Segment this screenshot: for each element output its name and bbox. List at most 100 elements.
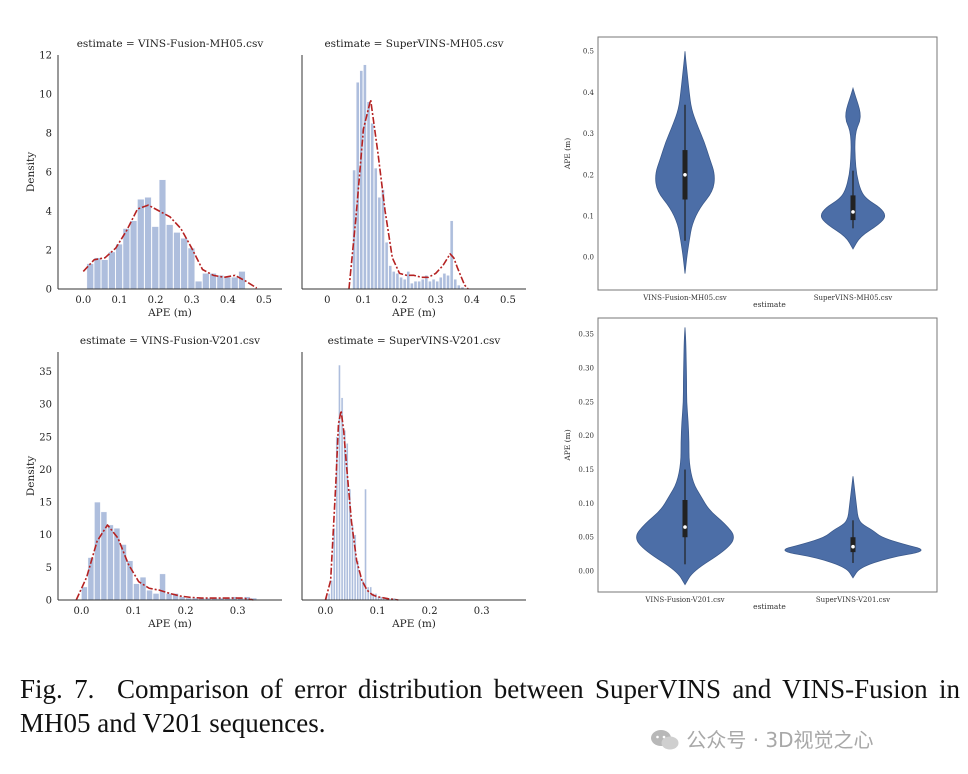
histogram-bar xyxy=(166,224,174,290)
y-tick-label: 12 xyxy=(39,51,52,62)
x-tick-label: 0.3 xyxy=(428,295,444,306)
y-tick-label: 0.30 xyxy=(578,365,594,373)
histogram-bar xyxy=(384,241,389,290)
x-axis-label: APE (m) xyxy=(391,618,436,630)
histogram-bar xyxy=(187,247,195,290)
histogram-bar xyxy=(359,70,364,290)
violin-body xyxy=(636,327,734,586)
histogram-bar xyxy=(442,273,447,290)
x-tick-label: 0.2 xyxy=(422,606,438,617)
kde-curve xyxy=(75,524,254,601)
y-tick-label: 0 xyxy=(46,285,52,296)
histogram-panel-h4: estimate = SuperVINS-V201.csv 0.0 0.1 0.2 0.… xyxy=(301,335,526,630)
y-tick-label: 25 xyxy=(39,432,52,443)
y-tick-label: 35 xyxy=(39,367,52,378)
histogram-bar xyxy=(388,265,392,290)
x-tick-label: 0.2 xyxy=(178,606,194,617)
histogram-bar xyxy=(238,271,246,290)
histogram-bar xyxy=(435,281,439,290)
x-axis-label: APE (m) xyxy=(391,307,436,319)
histogram-bar xyxy=(81,586,88,601)
histogram-bar xyxy=(113,528,121,601)
histogram-bar xyxy=(399,277,403,290)
x-tick-label: 0.3 xyxy=(184,295,200,306)
histogram-bar xyxy=(421,279,425,290)
x-tick-label: 0.1 xyxy=(355,295,371,306)
x-tick-label: 0.1 xyxy=(126,606,142,617)
histogram-bar xyxy=(107,524,114,601)
histogram-bar xyxy=(202,273,210,290)
x-axis-label: estimate xyxy=(753,602,786,611)
x-axis-label: APE (m) xyxy=(147,307,192,319)
y-tick-label: 0.35 xyxy=(578,331,594,339)
x-category-label: VINS-Fusion-MH05.csv xyxy=(642,294,727,302)
x-tick-label: 0.3 xyxy=(474,606,490,617)
histogram-panel-h2: estimate = SuperVINS-MH05.csv 0 0.1 0.2 0.3 0… xyxy=(301,38,526,319)
violin-box xyxy=(850,537,856,553)
wechat-icon xyxy=(651,730,679,750)
histogram-bar xyxy=(130,220,138,290)
histogram-bar xyxy=(100,511,108,601)
histogram-bar xyxy=(453,279,457,290)
x-tick-label: 0.2 xyxy=(148,295,164,306)
violin-median xyxy=(683,525,687,529)
histogram-bar xyxy=(439,277,443,290)
watermark: 公众号 · 3D视觉之心 xyxy=(650,724,874,753)
histogram-bar xyxy=(126,560,134,601)
y-tick-label: 2 xyxy=(46,246,52,257)
y-axis-label: Density xyxy=(25,152,37,192)
x-axis-label: estimate xyxy=(753,300,786,309)
x-tick-label: 0.3 xyxy=(230,606,246,617)
y-tick-label: 0.3 xyxy=(583,130,594,138)
violin-frame xyxy=(597,36,938,291)
histogram-bar xyxy=(146,590,153,601)
y-tick-label: 0.20 xyxy=(578,432,594,440)
y-axis-label: Density xyxy=(25,456,37,496)
y-tick-label: 10 xyxy=(39,530,52,541)
histogram-bar xyxy=(428,281,432,290)
x-tick-label: 0.5 xyxy=(500,295,516,306)
violin-median xyxy=(851,544,855,549)
histogram-bar xyxy=(93,257,101,290)
kde-curve xyxy=(324,409,399,601)
panel-title: estimate = SuperVINS-V201.csv xyxy=(328,335,501,347)
histogram-bar xyxy=(355,82,360,290)
histogram-bar xyxy=(348,488,352,601)
y-tick-label: 0.5 xyxy=(583,48,594,56)
histogram-bar xyxy=(364,488,367,601)
y-tick-label: 20 xyxy=(39,465,52,476)
kde-curve xyxy=(348,99,469,290)
histogram-bar xyxy=(195,281,203,290)
histogram-bar xyxy=(457,284,461,290)
y-tick-label: 0.2 xyxy=(583,171,594,179)
violin-body xyxy=(820,86,886,250)
histogram-bar xyxy=(366,101,371,290)
y-tick-label: 6 xyxy=(46,168,52,179)
y-tick-label: 0.25 xyxy=(578,398,594,406)
histogram-bar xyxy=(402,279,407,290)
x-tick-label: 0.1 xyxy=(370,606,386,617)
y-tick-label: 0.4 xyxy=(583,89,595,97)
histogram-bar xyxy=(363,64,367,290)
panel-title: estimate = VINS-Fusion-V201.csv xyxy=(80,335,260,347)
y-tick-label: 30 xyxy=(39,400,52,411)
histogram-bar xyxy=(327,593,331,601)
y-tick-label: 0 xyxy=(46,596,52,607)
histogram-bar xyxy=(151,226,159,290)
histogram-bar xyxy=(87,557,95,601)
histogram-bar xyxy=(352,169,356,290)
histogram-bar xyxy=(370,123,374,290)
violin-median xyxy=(683,172,687,177)
x-tick-label: 0.5 xyxy=(256,295,272,306)
x-tick-label: 0 xyxy=(324,295,330,306)
figure-canvas: estimate = VINS-Fusion-MH05.csv 0.0 0.1 0.2… xyxy=(25,36,938,630)
y-tick-label: 0.1 xyxy=(583,212,594,220)
histogram-bar xyxy=(180,238,188,290)
y-tick-label: 8 xyxy=(46,129,52,140)
histogram-bar xyxy=(353,534,357,601)
histogram-bar xyxy=(413,281,418,290)
histogram-panel-h3: estimate = VINS-Fusion-V201.csv 0.0 0.1 0.2… xyxy=(25,335,282,630)
x-category-label: VINS-Fusion-V201.csv xyxy=(644,596,724,604)
histogram-bar xyxy=(446,275,450,290)
histogram-bar xyxy=(173,232,181,290)
